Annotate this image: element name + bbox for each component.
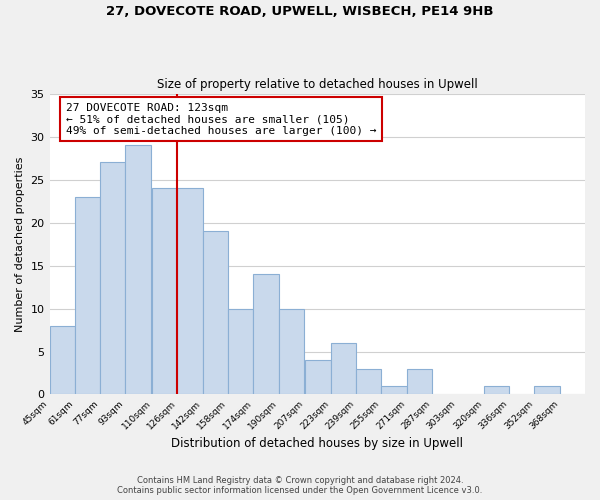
Title: Size of property relative to detached houses in Upwell: Size of property relative to detached ho… bbox=[157, 78, 478, 91]
Bar bbox=[253, 274, 278, 394]
Bar bbox=[178, 188, 203, 394]
Bar bbox=[356, 368, 381, 394]
Bar bbox=[152, 188, 178, 394]
Bar bbox=[407, 368, 432, 394]
Bar bbox=[203, 231, 228, 394]
Bar bbox=[75, 196, 100, 394]
Bar bbox=[278, 308, 304, 394]
Bar bbox=[100, 162, 125, 394]
Y-axis label: Number of detached properties: Number of detached properties bbox=[15, 156, 25, 332]
Bar bbox=[305, 360, 331, 394]
Bar bbox=[228, 308, 253, 394]
Bar bbox=[484, 386, 509, 394]
Bar bbox=[125, 145, 151, 394]
Bar bbox=[381, 386, 407, 394]
Text: Contains HM Land Registry data © Crown copyright and database right 2024.
Contai: Contains HM Land Registry data © Crown c… bbox=[118, 476, 482, 495]
Text: 27 DOVECOTE ROAD: 123sqm
← 51% of detached houses are smaller (105)
49% of semi-: 27 DOVECOTE ROAD: 123sqm ← 51% of detach… bbox=[65, 102, 376, 136]
X-axis label: Distribution of detached houses by size in Upwell: Distribution of detached houses by size … bbox=[171, 437, 463, 450]
Text: 27, DOVECOTE ROAD, UPWELL, WISBECH, PE14 9HB: 27, DOVECOTE ROAD, UPWELL, WISBECH, PE14… bbox=[106, 5, 494, 18]
Bar bbox=[331, 343, 356, 394]
Bar bbox=[50, 326, 75, 394]
Bar bbox=[535, 386, 560, 394]
